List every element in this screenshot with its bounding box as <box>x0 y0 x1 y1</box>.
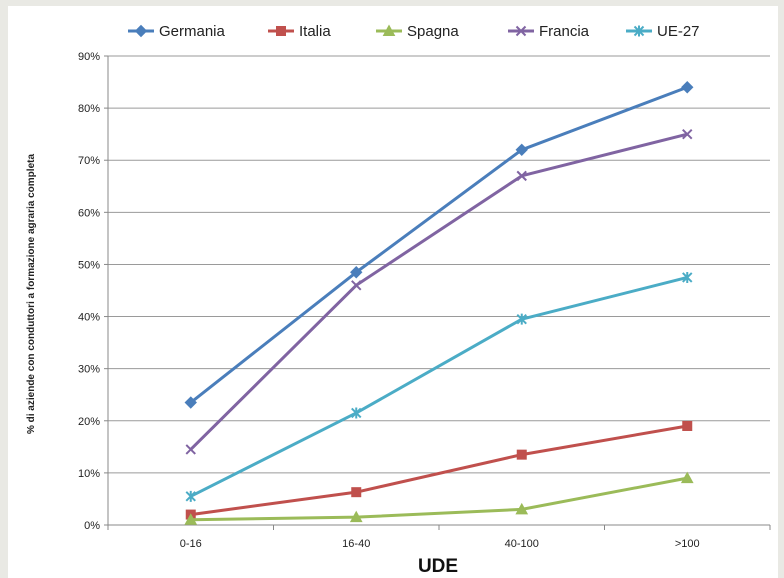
y-tick-label: 30% <box>78 364 100 376</box>
legend-marker <box>134 24 148 38</box>
legend-marker <box>382 24 396 36</box>
data-point <box>185 490 196 502</box>
legend-item-italia: Italia <box>268 23 331 40</box>
y-tick-label: 70% <box>78 155 100 167</box>
y-tick-label: 90% <box>78 51 100 63</box>
legend-marker <box>276 26 286 36</box>
data-point <box>516 313 527 325</box>
legend-item-spagna: Spagna <box>376 23 459 40</box>
data-point <box>682 271 693 283</box>
series-lines <box>184 81 694 525</box>
legend-label: Italia <box>299 23 331 40</box>
series-line <box>189 85 688 404</box>
data-point <box>184 396 197 409</box>
grid-lines <box>108 55 770 526</box>
y-tick-label: 50% <box>78 259 100 271</box>
legend-marker <box>633 25 645 37</box>
data-point <box>351 280 362 291</box>
data-point <box>515 143 528 157</box>
legend-label: Spagna <box>407 23 459 40</box>
data-point <box>516 170 527 182</box>
data-point <box>515 502 529 515</box>
data-point <box>350 266 363 279</box>
y-tick-label: 10% <box>78 468 100 480</box>
series-germania <box>184 81 694 409</box>
legend-label: Germania <box>159 23 226 40</box>
data-point <box>351 487 362 498</box>
data-point <box>682 128 693 140</box>
series-ue-27 <box>185 271 693 502</box>
line-chart: 0% 10% 20% 30% 40% 50% 60% 70% 80% 90% 0-16 16-40 40… <box>26 23 771 577</box>
series-line <box>190 476 688 522</box>
legend-item-germania: Germania <box>128 23 226 40</box>
legend-item-francia: Francia <box>508 23 590 40</box>
series-spagna <box>184 471 694 525</box>
x-tick-label: 0-16 <box>180 538 202 550</box>
y-tick-label: 20% <box>78 416 100 428</box>
legend-label: Francia <box>539 23 590 40</box>
data-point <box>680 471 694 484</box>
data-point <box>184 513 198 525</box>
chart-frame: 0% 10% 20% 30% 40% 50% 60% 70% 80% 90% 0-16 16-40 40… <box>8 6 778 578</box>
data-point <box>516 449 527 460</box>
legend-label: UE-27 <box>657 23 700 40</box>
series-line <box>189 132 688 451</box>
x-tick-label: 16-40 <box>342 538 370 550</box>
data-point <box>349 510 363 523</box>
y-tick-label: 80% <box>78 103 100 115</box>
y-tick-label: 40% <box>78 312 100 324</box>
legend-marker <box>515 25 527 37</box>
x-axis-label: UDE <box>418 556 458 577</box>
x-tick-label: >100 <box>675 538 700 550</box>
data-point <box>681 81 694 94</box>
legend-item-ue-27: UE-27 <box>626 23 700 40</box>
x-tick-label: 40-100 <box>505 538 539 550</box>
y-tick-label: 60% <box>78 207 100 219</box>
y-tick-label: 0% <box>84 520 100 532</box>
series-line <box>190 424 688 517</box>
legend: Germania Italia Spagna Francia UE-27 <box>128 23 700 40</box>
series-francia <box>185 128 693 455</box>
data-point <box>351 407 362 419</box>
axes: 0% 10% 20% 30% 40% 50% 60% 70% 80% 90% 0-16 16-40 40… <box>78 51 771 550</box>
series-italia <box>185 420 693 520</box>
data-point <box>185 444 196 455</box>
y-axis-label: % di aziende con conduttori a formazione… <box>26 154 37 434</box>
series-line <box>190 276 688 498</box>
data-point <box>682 420 693 431</box>
